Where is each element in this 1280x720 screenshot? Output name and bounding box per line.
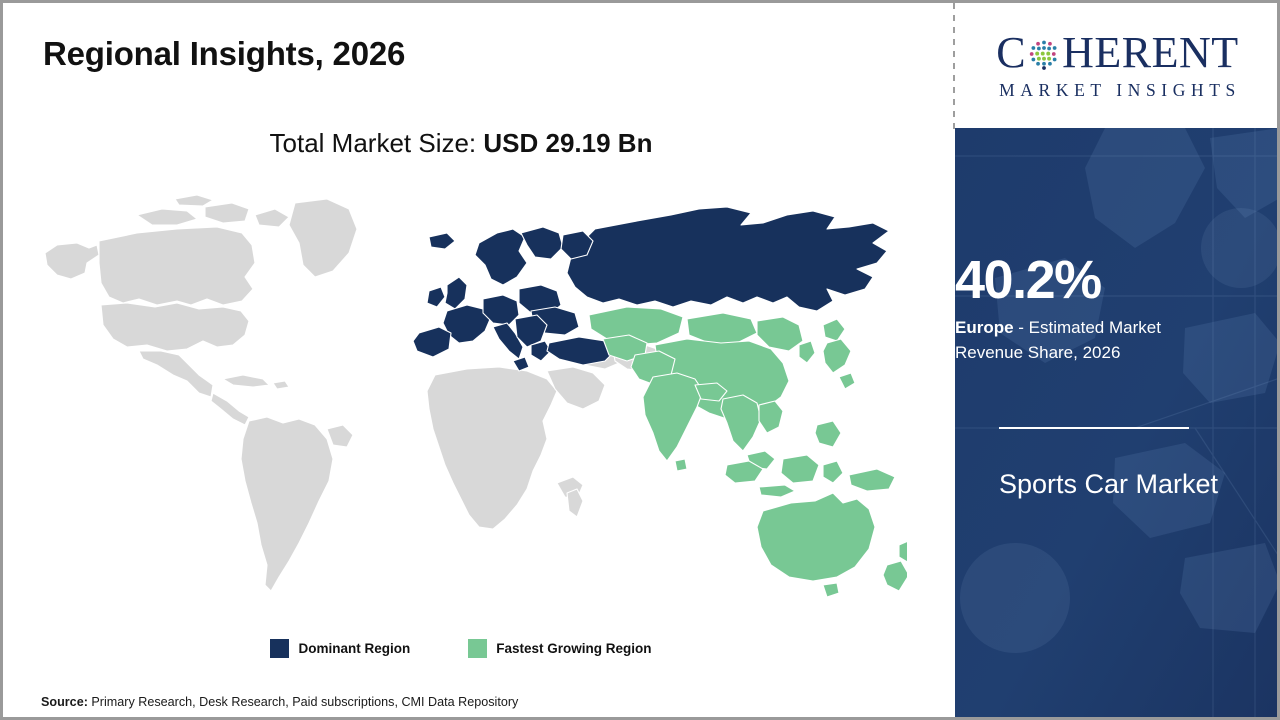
logo-letters-herent: HERENT xyxy=(1062,27,1239,77)
legend-label-fastest-growing: Fastest Growing Region xyxy=(496,641,652,656)
square-swatch-icon xyxy=(270,639,290,658)
left-content-panel: Regional Insights, 2026 Total Market Siz… xyxy=(3,3,953,717)
map-region-dominant xyxy=(412,206,890,372)
world-map xyxy=(27,193,907,623)
panel-background-texture xyxy=(955,128,1277,717)
kpi-region-name: Europe xyxy=(955,318,1014,337)
legend-label-dominant: Dominant Region xyxy=(298,641,411,656)
market-name: Sports Car Market xyxy=(999,469,1219,499)
total-market-size: Total Market Size: USD 29.19 Bn xyxy=(3,128,919,159)
square-swatch-icon xyxy=(468,639,488,658)
logo-letter-c: C xyxy=(996,27,1027,77)
source-text: Primary Research, Desk Research, Paid su… xyxy=(87,695,519,709)
brand-logo: C xyxy=(955,3,1277,128)
map-region-fastest-growing xyxy=(588,306,907,598)
panel-horizontal-rule xyxy=(999,427,1189,429)
map-legend: Dominant Region Fastest Growing Region xyxy=(3,639,919,658)
kpi-description: Europe - Estimated Market Revenue Share,… xyxy=(955,316,1223,365)
kpi-percentage: 40.2% xyxy=(955,250,1102,310)
legend-item-fastest-growing: Fastest Growing Region xyxy=(468,639,652,658)
legend-item-dominant: Dominant Region xyxy=(270,639,410,658)
logo-subtitle: MARKET INSIGHTS xyxy=(999,79,1241,100)
logo-wordmark: C xyxy=(996,27,1239,77)
page-title: Regional Insights, 2026 xyxy=(43,35,406,72)
market-size-label: Total Market Size: xyxy=(269,128,484,158)
dotted-globe-icon xyxy=(1027,37,1061,71)
market-size-value: USD 29.19 Bn xyxy=(483,128,653,158)
source-label: Source: xyxy=(41,695,88,709)
panel-divider xyxy=(953,3,955,129)
source-note: Source: Primary Research, Desk Research,… xyxy=(41,695,518,709)
kpi-description-text: - Estimated Market Revenue Share, 2026 xyxy=(955,318,1161,362)
world-map-svg xyxy=(44,194,907,598)
kpi-panel: 40.2% Europe - Estimated Market Revenue … xyxy=(955,128,1277,717)
